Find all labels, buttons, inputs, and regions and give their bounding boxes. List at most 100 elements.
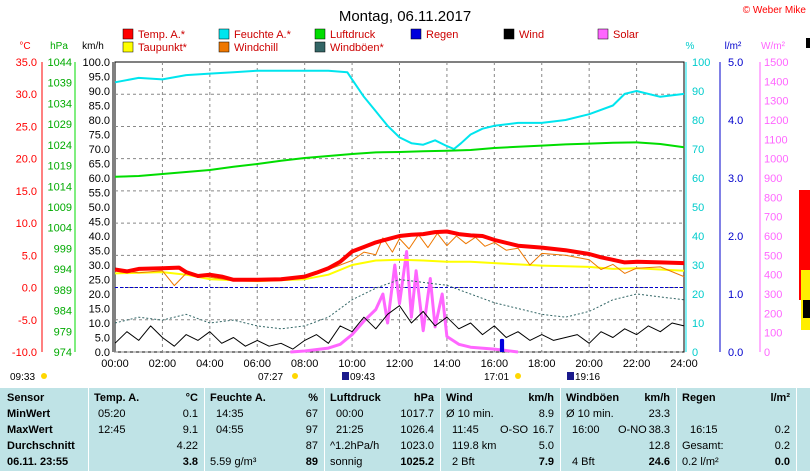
wind-tick-label: 50.0 [89, 202, 110, 214]
temp-tick-label: 30.0 [16, 89, 37, 101]
wind-unit: km/h [528, 392, 554, 404]
temp-unit-label: °C [19, 41, 30, 52]
humidity-tick-label: 10 [692, 318, 704, 330]
legend-label: Solar [613, 29, 639, 41]
pressure-tick-label: 974 [54, 347, 72, 359]
legend-label: Regen [426, 29, 458, 41]
humidity-max-time: 04:55 [216, 424, 244, 436]
rain-time: 16:15 [690, 424, 718, 436]
wind-tick-label: 55.0 [89, 188, 110, 200]
edge-decoration [799, 38, 810, 330]
legend-swatch [218, 28, 230, 40]
sensor-header: Sensor [7, 392, 45, 404]
solar-tick-label: 1300 [764, 96, 788, 108]
wind-tick-label: 20.0 [89, 289, 110, 301]
rain-tick-label: 4.0 [728, 115, 743, 127]
wind-tick-label: 30.0 [89, 260, 110, 272]
solar-unit-label: W/m² [761, 41, 786, 52]
pressure-tick-label: 1024 [48, 140, 72, 152]
humidity-tick-label: 40 [692, 231, 704, 243]
rain-tick-label: 1.0 [728, 289, 743, 301]
moonrise-icon [342, 372, 349, 380]
wind-tick-label: 15.0 [89, 304, 110, 316]
temp-tick-label: 25.0 [16, 121, 37, 133]
temp-current: 3.8 [182, 456, 198, 468]
humidity-unit-label: % [686, 41, 695, 52]
humidity-min: 67 [305, 408, 318, 420]
humidity-unit: % [308, 392, 318, 404]
solar-tick-label: 700 [764, 212, 782, 224]
moon-time: 19:16 [575, 372, 600, 383]
wind-distance: 119.8 km [452, 440, 497, 452]
sunrise-icon [292, 373, 298, 379]
gust-unit: km/h [644, 392, 670, 404]
humidity-max: 97 [305, 424, 318, 436]
temp-tick-label: 20.0 [16, 154, 37, 166]
humidity-header: Feuchte A. [210, 392, 266, 404]
time-tick-label: 14:00 [433, 358, 461, 370]
pressure-unit: hPa [413, 392, 434, 404]
wind-tick-label: 75.0 [89, 130, 110, 142]
wind-tick-label: 65.0 [89, 159, 110, 171]
wind-max-direction: O-SO [500, 424, 529, 436]
rain-total: 0.2 [774, 440, 790, 452]
solar-tick-label: 400 [764, 270, 782, 282]
humidity-tick-label: 80 [692, 115, 704, 127]
pressure-tick-label: 999 [54, 243, 72, 255]
pressure-min-time: 00:00 [336, 408, 364, 420]
rain-tick-label: 2.0 [728, 231, 743, 243]
temp-tick-label: -5.0 [18, 315, 37, 327]
sunrise-time: 07:27 [258, 372, 283, 383]
time-tick-label: 10:00 [338, 358, 366, 370]
gust-mean: 12.8 [648, 440, 670, 452]
time-tick-label: 20:00 [575, 358, 603, 370]
wind-mean: 5.0 [538, 440, 554, 452]
series-regen-line [499, 338, 505, 352]
series-feuchtea-line [114, 69, 685, 150]
temp-panel: Temp. A. °C 05:20 0.1 12:45 9.1 4.22 3.8 [88, 388, 205, 471]
gust-beaufort: 4 Bft [572, 456, 595, 468]
wind-tick-label: 70.0 [89, 144, 110, 156]
temp-tick-label: 15.0 [16, 186, 37, 198]
temp-max: 9.1 [182, 424, 198, 436]
series-luftdruck-line [114, 141, 685, 178]
row-label-max: MaxWert [7, 424, 53, 436]
solar-tick-label: 300 [764, 289, 782, 301]
humidity-tick-label: 90 [692, 86, 704, 98]
time-tick-label: 16:00 [481, 358, 509, 370]
humidity-tick-label: 20 [692, 289, 704, 301]
axes: 35.0 30.0 25.0 20.0 15.0 10.0 5.0 0.0 -5.0 -10.0 1… [12, 57, 789, 370]
gust-max-time: 16:00 [572, 424, 600, 436]
wind-tick-label: 10.0 [89, 318, 110, 330]
wind-beaufort: 2 Bft [452, 456, 475, 468]
time-tick-label: 08:00 [291, 358, 319, 370]
humidity-absolute: 5.59 g/m³ [210, 456, 257, 468]
copyright-label: © Weber Mike [743, 5, 807, 16]
rain-header: Regen [682, 392, 716, 404]
pressure-header: Luftdruck [330, 392, 381, 404]
sunset-icon [515, 373, 521, 379]
gust-current: 24.6 [648, 456, 670, 468]
wind-tick-label: 45.0 [89, 217, 110, 229]
rain-rate: 0.2 l/m² [682, 456, 719, 468]
pressure-panel: Luftdruck hPa 00:00 1017.7 21:25 1026.4 … [324, 388, 441, 471]
humidity-tick-label: 0 [692, 347, 698, 359]
wind-tick-label: 25.0 [89, 275, 110, 287]
rain-unit-label: l/m² [725, 41, 742, 52]
pressure-tick-label: 979 [54, 326, 72, 338]
solar-tick-label: 1100 [764, 134, 788, 146]
wind-tick-label: 5.0 [95, 333, 110, 345]
statistics-table: Sensor MinWert MaxWert Durchschnitt 06.1… [0, 388, 810, 471]
legend: Temp. A.* Feuchte A.* Luftdruck Regen Wind So… [122, 28, 639, 54]
legend-swatch [122, 41, 134, 53]
pressure-max: 1026.4 [400, 424, 434, 436]
wind-tick-label: 80.0 [89, 115, 110, 127]
time-tick-label: 24:00 [670, 358, 698, 370]
legend-label: Feuchte A.* [234, 29, 292, 41]
humidity-current: 89 [305, 456, 318, 468]
pressure-tick-label: 1029 [48, 119, 72, 131]
solar-tick-label: 1400 [764, 76, 788, 88]
moon-icon [567, 372, 574, 380]
series-layer [114, 69, 685, 354]
pressure-tick-label: 1039 [48, 78, 72, 90]
